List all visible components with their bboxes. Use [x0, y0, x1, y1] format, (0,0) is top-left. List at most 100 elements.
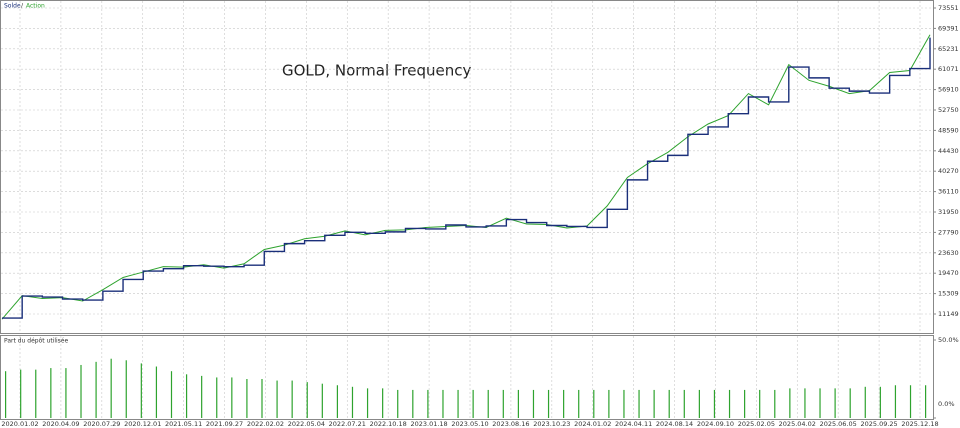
- bar: [95, 361, 97, 418]
- bar: [246, 379, 248, 418]
- x-tick-label: 2023.08.16: [492, 420, 529, 428]
- bar: [366, 388, 369, 418]
- bar: [472, 389, 474, 418]
- bar: [185, 374, 188, 418]
- x-tick-label: 2023.10.23: [533, 420, 570, 428]
- bar: [216, 377, 218, 418]
- bar: [517, 389, 519, 418]
- bar: [487, 389, 489, 418]
- x-tick-label: 2022.02.02: [247, 420, 284, 428]
- bar: [336, 385, 339, 418]
- y-tick-label: 31950: [938, 208, 959, 216]
- x-tick-label: 2025.12.18: [901, 420, 938, 428]
- bar: [397, 389, 399, 418]
- y-tick-label: 56910: [938, 86, 959, 94]
- x-tick-label: 2024.09.10: [697, 420, 734, 428]
- y-tick-label: 11149: [938, 310, 959, 318]
- y-tick-label: 44430: [938, 147, 959, 155]
- x-tick-label: 2024.08.14: [656, 420, 693, 428]
- bar: [819, 388, 821, 418]
- bar: [80, 364, 82, 418]
- series-line: [2, 37, 931, 319]
- x-tick-label: 2022.10.18: [370, 420, 407, 428]
- bar: [412, 389, 414, 418]
- sub-panel-title: Part du dépôt utilisée: [4, 338, 68, 345]
- y-tick-label: 36110: [938, 188, 959, 196]
- bar: [894, 385, 897, 418]
- bar: [744, 389, 746, 418]
- x-tick-label: 2024.04.11: [615, 420, 652, 428]
- x-tick-label: 2022.07.21: [329, 420, 366, 428]
- x-tick-label: 2022.05.04: [288, 420, 325, 428]
- x-tick-label: 2020.01.02: [1, 420, 38, 428]
- bar: [804, 388, 806, 418]
- bar: [502, 389, 504, 418]
- bar: [789, 388, 791, 418]
- bar: [427, 389, 429, 418]
- bar: [578, 389, 580, 418]
- y-tick-label: 0.0%: [938, 400, 955, 408]
- x-tick-label: 2023.01.18: [410, 420, 447, 428]
- bar: [879, 386, 881, 418]
- x-tick-label: 2020.07.29: [83, 420, 120, 428]
- sub-panel-frame: [0, 335, 934, 420]
- bar: [110, 358, 112, 418]
- bar: [623, 389, 625, 418]
- bar: [608, 389, 610, 418]
- x-tick-label: 2020.04.09: [42, 420, 79, 428]
- bar: [457, 389, 459, 418]
- x-tick-label: 2020.12.01: [124, 420, 161, 428]
- legend-entry: Action: [26, 3, 45, 10]
- bar: [698, 389, 700, 418]
- bar: [834, 388, 836, 418]
- x-tick-label: 2021.05.11: [165, 420, 202, 428]
- bar: [864, 386, 866, 418]
- bar: [547, 389, 550, 418]
- y-tick-label: 65231: [938, 45, 959, 53]
- y-tick-label: 61071: [938, 65, 959, 73]
- annotation: GOLD, Normal Frequency: [282, 62, 472, 80]
- bar: [728, 389, 731, 418]
- bar: [563, 389, 565, 418]
- x-tick-label: 2025.06.05: [820, 420, 857, 428]
- bar: [638, 389, 640, 418]
- bar: [20, 369, 22, 418]
- bar: [321, 383, 323, 418]
- bar: [276, 380, 278, 418]
- y-tick-label: 19470: [938, 269, 959, 277]
- y-tick-label: 15309: [938, 290, 959, 298]
- y-tick-label: 50.0%: [938, 336, 959, 344]
- bar: [713, 389, 716, 418]
- bar: [261, 379, 263, 418]
- bar: [351, 386, 354, 418]
- bar: [759, 389, 761, 418]
- y-tick-label: 27790: [938, 228, 959, 236]
- bar: [35, 369, 37, 418]
- bar: [155, 366, 158, 418]
- bar: [50, 368, 52, 418]
- bar: [774, 389, 776, 418]
- legend-entry: Solde: [4, 3, 21, 10]
- x-tick-label: 2025.02.05: [738, 420, 775, 428]
- bar: [442, 389, 444, 418]
- bar: [683, 389, 685, 418]
- bar: [653, 389, 655, 418]
- bar: [532, 389, 535, 418]
- y-tick-label: 69391: [938, 24, 959, 32]
- bar: [65, 368, 67, 418]
- bar: [140, 363, 142, 418]
- bar: [925, 385, 927, 418]
- legend-separator: /: [21, 3, 24, 10]
- y-tick-label: 48590: [938, 126, 959, 134]
- x-tick-label: 2021.09.27: [206, 420, 243, 428]
- bar: [5, 371, 7, 418]
- bar: [231, 377, 233, 418]
- bar: [291, 380, 293, 418]
- y-tick-label: 40270: [938, 167, 959, 175]
- y-tick-label: 23630: [938, 249, 959, 257]
- y-tick-label: 73551: [938, 4, 959, 12]
- bar: [909, 385, 912, 418]
- bar: [668, 389, 670, 418]
- bar: [593, 389, 595, 418]
